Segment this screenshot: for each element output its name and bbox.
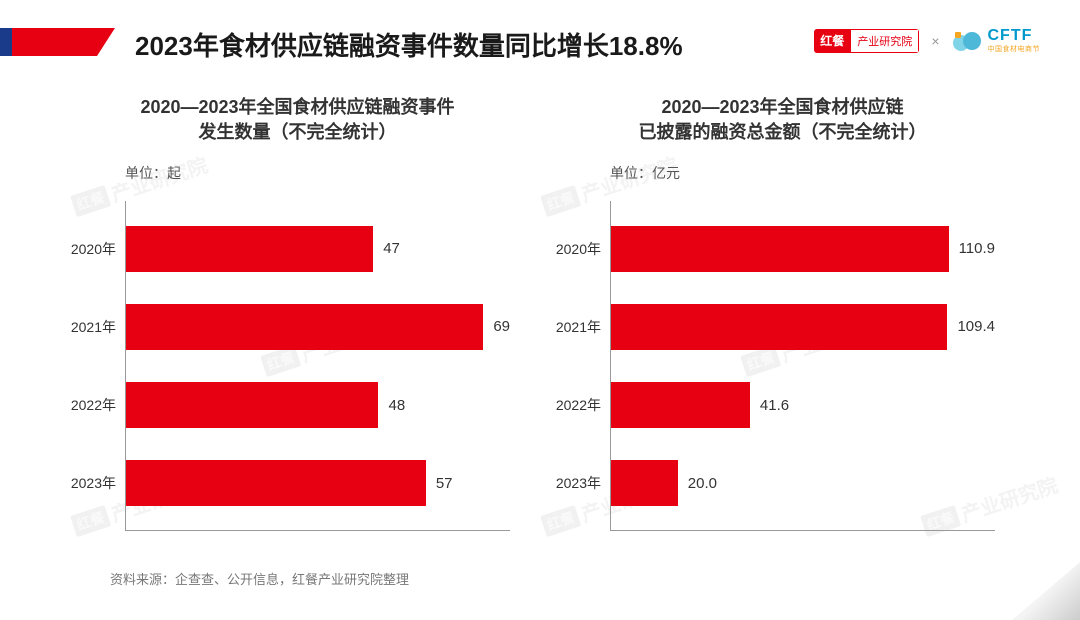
bar-value-label: 48 bbox=[388, 397, 405, 414]
bar-category-label: 2023年 bbox=[56, 473, 116, 493]
chart-right-body: 2020年110.9 2021年109.4 2022年41.6 2023年20.0 bbox=[610, 201, 995, 531]
brand-badge: 红餐 产业研究院 bbox=[814, 29, 919, 53]
ribbon-blue-segment bbox=[0, 28, 12, 56]
header-ribbon bbox=[0, 28, 115, 56]
page-title: 2023年食材供应链融资事件数量同比增长18.8% bbox=[135, 26, 683, 63]
bar-row: 2023年57 bbox=[126, 460, 510, 506]
bar-fill bbox=[611, 460, 678, 506]
chart-left-title-line2: 发生数量（不完全统计） bbox=[55, 120, 540, 145]
bar-category-label: 2021年 bbox=[56, 317, 116, 337]
bar-fill bbox=[126, 226, 373, 272]
chart-right-title-line2: 已披露的融资总金额（不完全统计） bbox=[540, 120, 1025, 145]
logo-separator: × bbox=[931, 33, 939, 49]
charts-container: 2020—2023年全国食材供应链融资事件 发生数量（不完全统计） 单位：起 2… bbox=[0, 95, 1080, 620]
bar-value-label: 69 bbox=[493, 318, 510, 335]
chart-left-panel: 2020—2023年全国食材供应链融资事件 发生数量（不完全统计） 单位：起 2… bbox=[55, 95, 540, 620]
bar-fill bbox=[126, 460, 426, 506]
cftf-label: CFTF bbox=[988, 28, 1041, 44]
bar-value-label: 109.4 bbox=[957, 318, 995, 335]
bar-fill bbox=[126, 382, 378, 428]
bar-row: 2021年69 bbox=[126, 304, 510, 350]
chart-left-title-line1: 2020—2023年全国食材供应链融资事件 bbox=[55, 95, 540, 120]
ribbon-red-segment bbox=[12, 28, 115, 56]
bar-value-label: 57 bbox=[436, 475, 453, 492]
bar-row: 2022年41.6 bbox=[611, 382, 995, 428]
bar-fill bbox=[611, 382, 750, 428]
bar-fill bbox=[611, 226, 949, 272]
bar-value-label: 41.6 bbox=[760, 397, 789, 414]
chart-right-panel: 2020—2023年全国食材供应链 已披露的融资总金额（不完全统计） 单位：亿元… bbox=[540, 95, 1025, 620]
bar-row: 2021年109.4 bbox=[611, 304, 995, 350]
bar-category-label: 2020年 bbox=[56, 239, 116, 259]
chart-right-title-line1: 2020—2023年全国食材供应链 bbox=[540, 95, 1025, 120]
bar-category-label: 2021年 bbox=[541, 317, 601, 337]
bar-row: 2022年48 bbox=[126, 382, 510, 428]
cftf-cloud-icon bbox=[952, 29, 984, 53]
bar-value-label: 20.0 bbox=[688, 475, 717, 492]
chart-left-title: 2020—2023年全国食材供应链融资事件 发生数量（不完全统计） bbox=[55, 95, 540, 145]
chart-left-bars: 2020年47 2021年69 2022年48 2023年57 bbox=[126, 201, 510, 530]
bar-category-label: 2020年 bbox=[541, 239, 601, 259]
chart-right-bars: 2020年110.9 2021年109.4 2022年41.6 2023年20.0 bbox=[611, 201, 995, 530]
bar-category-label: 2023年 bbox=[541, 473, 601, 493]
chart-right-unit: 单位：亿元 bbox=[610, 163, 1025, 183]
brand-badge-right: 产业研究院 bbox=[850, 29, 919, 53]
cftf-logo: CFTF 中国食材电商节 bbox=[952, 28, 1041, 53]
brand-badge-left: 红餐 bbox=[814, 29, 850, 53]
bar-row: 2020年47 bbox=[126, 226, 510, 272]
logo-box: 红餐 产业研究院 × CFTF 中国食材电商节 bbox=[814, 28, 1040, 53]
bar-row: 2020年110.9 bbox=[611, 226, 995, 272]
bar-fill bbox=[126, 304, 483, 350]
chart-left-body: 2020年47 2021年69 2022年48 2023年57 bbox=[125, 201, 510, 531]
cftf-sub: 中国食材电商节 bbox=[988, 46, 1041, 53]
chart-right-title: 2020—2023年全国食材供应链 已披露的融资总金额（不完全统计） bbox=[540, 95, 1025, 145]
bar-value-label: 47 bbox=[383, 240, 400, 257]
source-note: 资料来源：企查查、公开信息，红餐产业研究院整理 bbox=[110, 569, 409, 588]
cftf-text: CFTF 中国食材电商节 bbox=[988, 28, 1041, 53]
bar-category-label: 2022年 bbox=[541, 395, 601, 415]
bar-row: 2023年20.0 bbox=[611, 460, 995, 506]
chart-left-unit: 单位：起 bbox=[125, 163, 540, 183]
bar-value-label: 110.9 bbox=[959, 240, 995, 257]
bar-category-label: 2022年 bbox=[56, 395, 116, 415]
bar-fill bbox=[611, 304, 947, 350]
